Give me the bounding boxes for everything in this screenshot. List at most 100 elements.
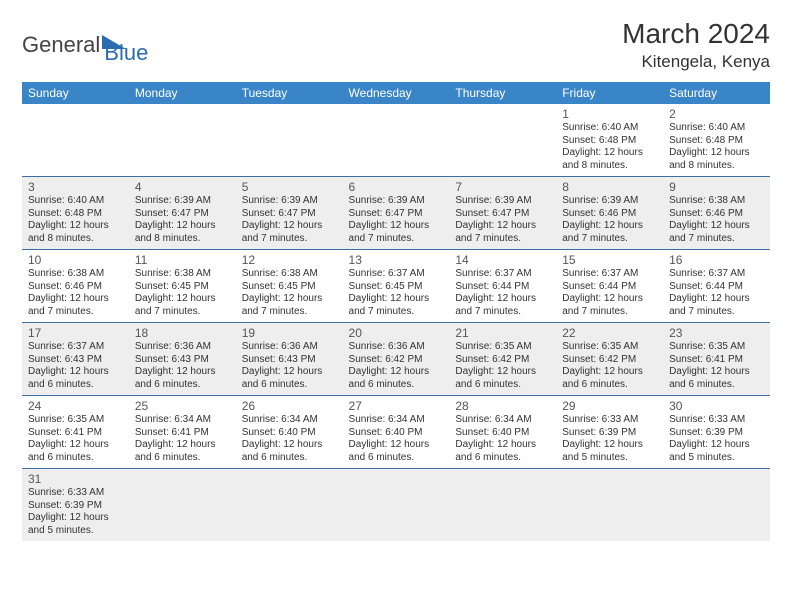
- day-number: 9: [669, 180, 764, 194]
- calendar-day-cell: 28Sunrise: 6:34 AMSunset: 6:40 PMDayligh…: [449, 396, 556, 469]
- day-detail: Sunset: 6:45 PM: [135, 281, 230, 294]
- day-number: 20: [349, 326, 444, 340]
- day-detail: and 5 minutes.: [669, 452, 764, 465]
- day-detail: and 7 minutes.: [455, 233, 550, 246]
- day-number: 3: [28, 180, 123, 194]
- location: Kitengela, Kenya: [622, 52, 770, 72]
- calendar-empty-cell: [449, 469, 556, 542]
- day-detail: Sunset: 6:47 PM: [135, 208, 230, 221]
- day-detail: Sunrise: 6:33 AM: [28, 487, 123, 500]
- day-detail: Daylight: 12 hours: [669, 220, 764, 233]
- day-detail: Sunrise: 6:39 AM: [562, 195, 657, 208]
- day-detail: Sunrise: 6:39 AM: [349, 195, 444, 208]
- day-detail: Daylight: 12 hours: [562, 220, 657, 233]
- logo: General Blue: [22, 24, 148, 66]
- calendar-day-cell: 1Sunrise: 6:40 AMSunset: 6:48 PMDaylight…: [556, 104, 663, 177]
- day-detail: Daylight: 12 hours: [28, 439, 123, 452]
- day-detail: Sunset: 6:39 PM: [28, 500, 123, 513]
- day-detail: Sunset: 6:43 PM: [242, 354, 337, 367]
- day-detail: Daylight: 12 hours: [349, 293, 444, 306]
- day-number: 27: [349, 399, 444, 413]
- calendar-day-cell: 12Sunrise: 6:38 AMSunset: 6:45 PMDayligh…: [236, 250, 343, 323]
- day-detail: Sunrise: 6:38 AM: [28, 268, 123, 281]
- calendar-day-cell: 22Sunrise: 6:35 AMSunset: 6:42 PMDayligh…: [556, 323, 663, 396]
- day-number: 6: [349, 180, 444, 194]
- day-number: 26: [242, 399, 337, 413]
- day-detail: Sunset: 6:46 PM: [28, 281, 123, 294]
- day-detail: and 7 minutes.: [669, 306, 764, 319]
- calendar-empty-cell: [236, 104, 343, 177]
- day-detail: Sunset: 6:40 PM: [242, 427, 337, 440]
- day-number: 31: [28, 472, 123, 486]
- day-detail: Sunrise: 6:36 AM: [349, 341, 444, 354]
- day-detail: Daylight: 12 hours: [242, 439, 337, 452]
- day-detail: and 5 minutes.: [562, 452, 657, 465]
- day-detail: Daylight: 12 hours: [455, 293, 550, 306]
- day-detail: Sunrise: 6:37 AM: [28, 341, 123, 354]
- day-detail: Sunrise: 6:38 AM: [242, 268, 337, 281]
- weekday-header: Tuesday: [236, 82, 343, 104]
- weekday-header: Sunday: [22, 82, 129, 104]
- day-detail: and 6 minutes.: [349, 379, 444, 392]
- calendar-day-cell: 21Sunrise: 6:35 AMSunset: 6:42 PMDayligh…: [449, 323, 556, 396]
- day-detail: Sunrise: 6:34 AM: [349, 414, 444, 427]
- day-detail: Sunset: 6:46 PM: [669, 208, 764, 221]
- day-detail: Sunset: 6:43 PM: [28, 354, 123, 367]
- day-detail: and 8 minutes.: [28, 233, 123, 246]
- calendar-empty-cell: [129, 104, 236, 177]
- day-detail: Daylight: 12 hours: [242, 220, 337, 233]
- day-detail: Daylight: 12 hours: [669, 293, 764, 306]
- calendar-day-cell: 5Sunrise: 6:39 AMSunset: 6:47 PMDaylight…: [236, 177, 343, 250]
- day-detail: Daylight: 12 hours: [349, 439, 444, 452]
- day-detail: and 8 minutes.: [562, 160, 657, 173]
- day-detail: Daylight: 12 hours: [135, 293, 230, 306]
- calendar-day-cell: 16Sunrise: 6:37 AMSunset: 6:44 PMDayligh…: [663, 250, 770, 323]
- day-detail: Sunrise: 6:35 AM: [28, 414, 123, 427]
- logo-text-1: General: [22, 32, 100, 58]
- day-detail: Sunset: 6:42 PM: [562, 354, 657, 367]
- day-detail: Daylight: 12 hours: [669, 366, 764, 379]
- day-detail: Sunset: 6:44 PM: [455, 281, 550, 294]
- day-detail: and 7 minutes.: [28, 306, 123, 319]
- day-detail: and 6 minutes.: [28, 452, 123, 465]
- calendar-body: 1Sunrise: 6:40 AMSunset: 6:48 PMDaylight…: [22, 104, 770, 541]
- calendar-day-cell: 24Sunrise: 6:35 AMSunset: 6:41 PMDayligh…: [22, 396, 129, 469]
- day-detail: Sunrise: 6:37 AM: [562, 268, 657, 281]
- day-detail: Sunrise: 6:34 AM: [455, 414, 550, 427]
- day-detail: and 6 minutes.: [669, 379, 764, 392]
- day-detail: and 6 minutes.: [135, 379, 230, 392]
- day-detail: Sunset: 6:42 PM: [349, 354, 444, 367]
- weekday-header: Thursday: [449, 82, 556, 104]
- day-detail: Sunset: 6:44 PM: [669, 281, 764, 294]
- day-number: 30: [669, 399, 764, 413]
- day-number: 16: [669, 253, 764, 267]
- day-detail: Daylight: 12 hours: [242, 293, 337, 306]
- day-number: 29: [562, 399, 657, 413]
- title-block: March 2024 Kitengela, Kenya: [622, 18, 770, 72]
- day-detail: Daylight: 12 hours: [242, 366, 337, 379]
- day-detail: Sunrise: 6:39 AM: [455, 195, 550, 208]
- calendar-day-cell: 27Sunrise: 6:34 AMSunset: 6:40 PMDayligh…: [343, 396, 450, 469]
- day-number: 25: [135, 399, 230, 413]
- day-number: 19: [242, 326, 337, 340]
- calendar-day-cell: 23Sunrise: 6:35 AMSunset: 6:41 PMDayligh…: [663, 323, 770, 396]
- day-detail: and 7 minutes.: [242, 306, 337, 319]
- calendar-empty-cell: [663, 469, 770, 542]
- day-number: 18: [135, 326, 230, 340]
- day-detail: and 6 minutes.: [349, 452, 444, 465]
- day-number: 15: [562, 253, 657, 267]
- calendar-day-cell: 29Sunrise: 6:33 AMSunset: 6:39 PMDayligh…: [556, 396, 663, 469]
- day-number: 28: [455, 399, 550, 413]
- calendar-day-cell: 14Sunrise: 6:37 AMSunset: 6:44 PMDayligh…: [449, 250, 556, 323]
- calendar-day-cell: 3Sunrise: 6:40 AMSunset: 6:48 PMDaylight…: [22, 177, 129, 250]
- day-detail: Sunrise: 6:36 AM: [135, 341, 230, 354]
- day-detail: Daylight: 12 hours: [135, 220, 230, 233]
- day-detail: and 7 minutes.: [242, 233, 337, 246]
- day-detail: Sunrise: 6:35 AM: [455, 341, 550, 354]
- weekday-header: Wednesday: [343, 82, 450, 104]
- calendar-empty-cell: [449, 104, 556, 177]
- day-detail: Daylight: 12 hours: [455, 366, 550, 379]
- calendar-day-cell: 25Sunrise: 6:34 AMSunset: 6:41 PMDayligh…: [129, 396, 236, 469]
- weekday-header: Saturday: [663, 82, 770, 104]
- day-detail: Sunrise: 6:34 AM: [242, 414, 337, 427]
